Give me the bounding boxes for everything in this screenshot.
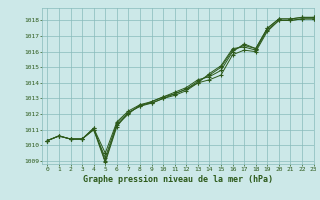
X-axis label: Graphe pression niveau de la mer (hPa): Graphe pression niveau de la mer (hPa) xyxy=(83,175,273,184)
